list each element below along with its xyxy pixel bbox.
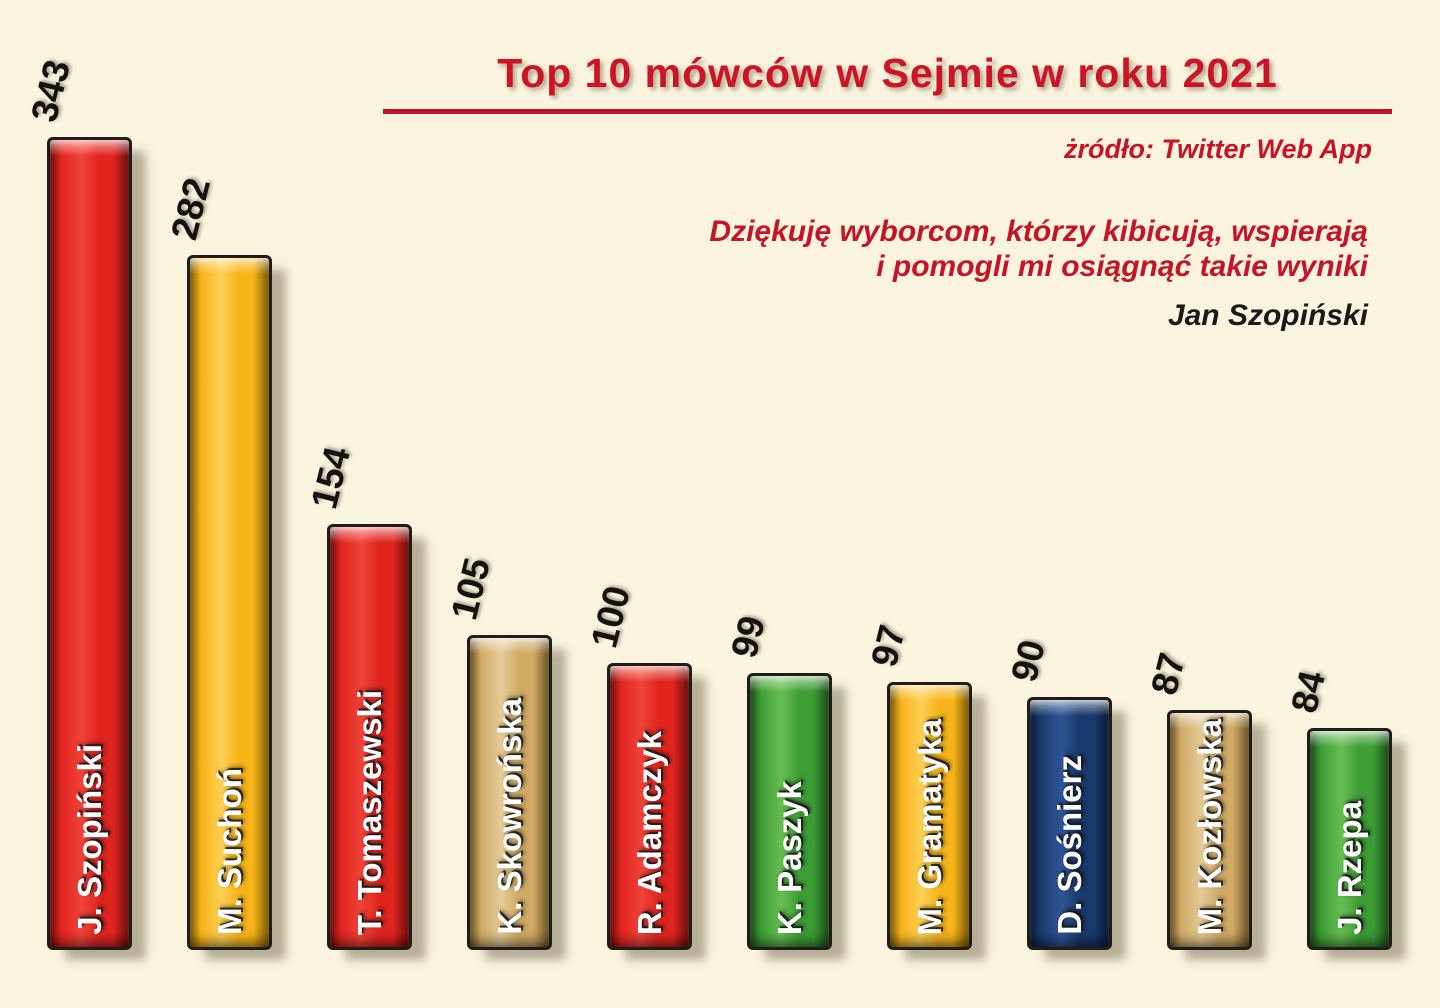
bar-name-label: J. Rzepa [1330, 801, 1368, 935]
bar-value-label: 100 [583, 581, 638, 652]
bar-name-label: J. Szopiński [70, 744, 108, 935]
bar-1: 343 J. Szopiński [23, 56, 132, 950]
bar-value-label: 99 [723, 611, 773, 662]
bar-name-label: M. Gramatyka [910, 718, 948, 935]
bar-5: 100 R. Adamczyk [583, 582, 692, 950]
bar-7: 97 M. Gramatyka [863, 621, 972, 950]
bar-10: 84 J. Rzepa [1283, 667, 1392, 950]
bar-value-label: 97 [863, 620, 913, 671]
bar-value-label: 105 [443, 553, 498, 624]
bar-3: 154 T. Tomaszewski [303, 443, 412, 950]
title-underline [383, 109, 1392, 114]
bar-8: 90 D. Sośnierz [1003, 636, 1112, 950]
bar-name-label: K. Paszyk [770, 780, 808, 935]
bar-name-label: M. Suchoń [210, 768, 248, 935]
bar-6: 99 K. Paszyk [723, 612, 832, 950]
bar-name-label: R. Adamczyk [630, 730, 668, 935]
bar-value-label: 90 [1003, 635, 1053, 686]
bar-name-label: T. Tomaszewski [350, 689, 388, 935]
bar-9: 87 M. Kozłowska [1143, 649, 1252, 950]
bar-name-label: M. Kozłowska [1190, 718, 1228, 935]
chart-title: Top 10 mówców w Sejmie w roku 2021 [497, 50, 1278, 96]
quote-line-1: Dziękuję wyborcom, którzy kibicują, wspi… [709, 215, 1368, 248]
bar-value-label: 84 [1283, 666, 1333, 717]
bar-4: 105 K. Skowrońska [443, 554, 552, 950]
bar-value-label: 343 [23, 55, 78, 126]
bar-value-label: 154 [303, 442, 358, 513]
bar-name-label: K. Skowrońska [490, 698, 528, 935]
quote-line-2: i pomogli mi osiągnąć takie wyniki [876, 250, 1368, 283]
bar-2: 282 M. Suchoń [163, 174, 272, 950]
quote-author: Jan Szopiński [1167, 299, 1368, 332]
bar-value-label: 87 [1143, 648, 1193, 699]
bar-value-label: 282 [163, 173, 218, 244]
bar-name-label: D. Sośnierz [1050, 755, 1088, 935]
quote-block: Dziękuję wyborcom, którzy kibicują, wspi… [709, 214, 1368, 333]
source-label: żródło: Twitter Web App [1064, 134, 1372, 164]
